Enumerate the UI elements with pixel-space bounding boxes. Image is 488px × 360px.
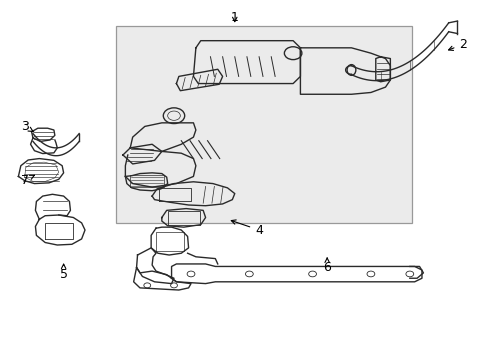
Bar xyxy=(116,26,411,223)
Text: 5: 5 xyxy=(60,264,67,281)
Text: 3: 3 xyxy=(21,120,34,133)
Text: 2: 2 xyxy=(447,38,466,51)
Text: 4: 4 xyxy=(231,220,263,237)
Text: 7: 7 xyxy=(20,174,34,186)
Text: 1: 1 xyxy=(230,11,238,24)
Text: 6: 6 xyxy=(323,258,330,274)
